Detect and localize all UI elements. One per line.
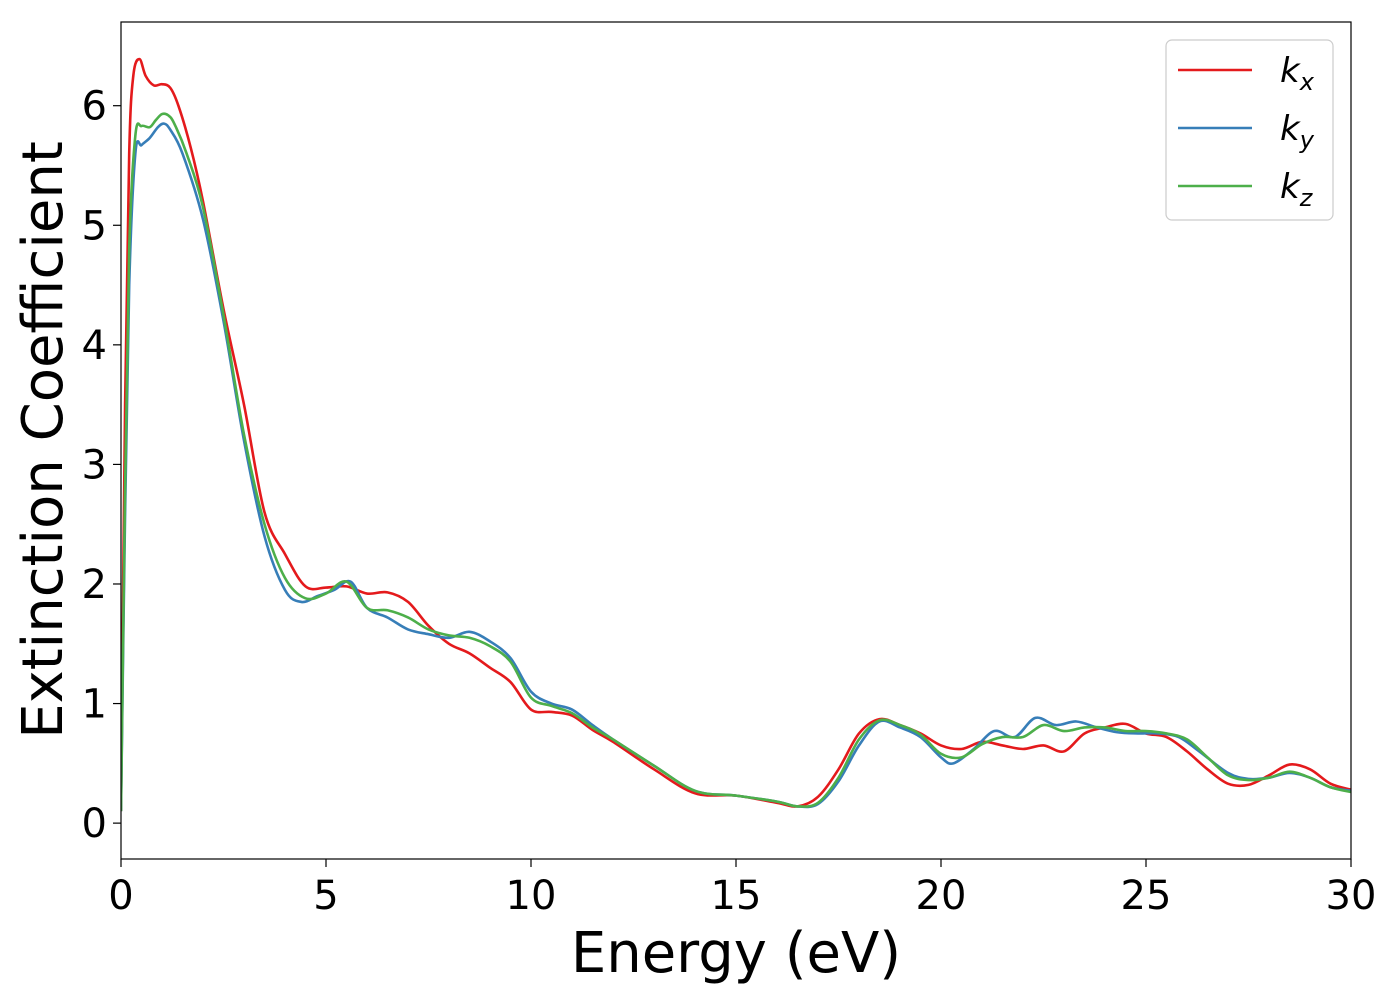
legend-label-subscript: z (1299, 184, 1314, 212)
legend-box (1165, 39, 1334, 221)
legend-label-main: k (1280, 167, 1301, 207)
x-axis: 0 5 10 15 20 25 30 (108, 859, 1376, 919)
x-axis-label: Energy (eV) (571, 921, 901, 986)
legend-label-subscript: x (1299, 68, 1315, 96)
legend-label-main: k (1280, 109, 1301, 149)
x-tick-label: 30 (1326, 873, 1377, 919)
legend-label-kz: kz (1280, 167, 1314, 212)
legend-label-subscript: y (1299, 126, 1315, 154)
y-tick-label: 6 (82, 84, 107, 130)
y-tick-label: 0 (82, 801, 107, 847)
x-tick-label: 20 (916, 873, 967, 919)
y-axis-label: Extinction Coefficient (11, 141, 76, 739)
y-tick-label: 5 (82, 203, 107, 249)
x-tick-label: 0 (108, 873, 133, 919)
y-tick-label: 3 (82, 442, 107, 488)
y-tick-label: 1 (82, 682, 107, 728)
x-tick-label: 5 (313, 873, 338, 919)
legend-label-main: k (1280, 51, 1301, 91)
x-tick-label: 15 (711, 873, 762, 919)
legend-label-kx: kx (1280, 51, 1315, 96)
series-line-ky (121, 122, 1351, 812)
series-line-kx (121, 57, 1351, 812)
series-line-kz (121, 112, 1351, 812)
y-tick-label: 2 (82, 562, 107, 608)
legend-label-ky: ky (1280, 109, 1315, 154)
y-tick-label: 4 (82, 323, 107, 369)
y-axis: 0 1 2 3 4 5 6 (82, 84, 121, 847)
x-tick-label: 10 (506, 873, 557, 919)
x-tick-label: 25 (1121, 873, 1172, 919)
series-layer (121, 57, 1351, 812)
